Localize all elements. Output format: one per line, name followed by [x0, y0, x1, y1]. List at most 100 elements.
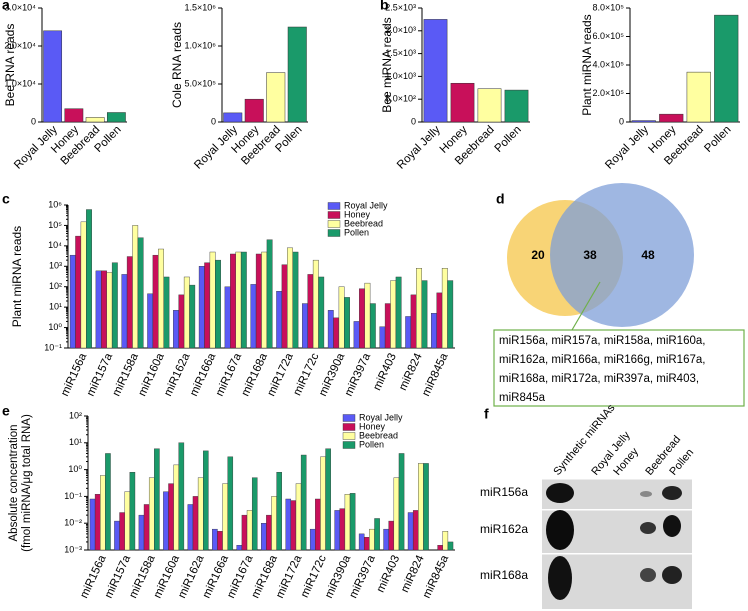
bar [349, 493, 356, 551]
bar [124, 491, 131, 551]
bar [302, 303, 308, 349]
bar [447, 280, 454, 349]
bar [158, 248, 164, 349]
x-tick-label: Pollen [493, 124, 524, 155]
bar [450, 82, 475, 123]
x-tick-label: miR824 [399, 553, 427, 595]
bar [437, 545, 443, 551]
bar [477, 88, 502, 123]
bar [114, 520, 120, 551]
bar [334, 510, 340, 551]
bar [230, 253, 236, 349]
y-axis-label: Cole RNA reads [170, 22, 184, 108]
x-tick-label: Royal Jelly [395, 124, 443, 172]
blot-row-label: miR168a [480, 568, 528, 582]
legend-label: Pollen [344, 227, 369, 237]
bar [325, 448, 331, 551]
y-tick-label: 10¹ [49, 302, 62, 312]
bar [295, 483, 302, 551]
y-axis-label: Bee RNA reads [3, 24, 17, 107]
y-axis-label: Plant miRNA reads [10, 226, 24, 327]
bar [94, 494, 101, 551]
bar [393, 477, 400, 551]
bar [209, 251, 216, 349]
panel-letter: d [496, 191, 505, 207]
y-tick-label: 2.0×10⁴ [4, 40, 36, 50]
panel-letter: a [2, 0, 10, 13]
bar [364, 282, 371, 349]
legend-label: Pollen [359, 439, 384, 449]
blot-image [542, 478, 692, 609]
callout-text: miR162a, miR166a, miR166g, miR167a, [499, 354, 705, 366]
bar [143, 504, 150, 551]
bar [271, 496, 277, 551]
panel-letter: f [484, 406, 489, 422]
bar [333, 317, 340, 349]
y-axis-label: Absolute concentration [8, 425, 20, 542]
bar [359, 288, 365, 349]
bar [384, 303, 391, 349]
bar [383, 528, 389, 551]
bar [235, 251, 242, 349]
bar [318, 276, 325, 349]
x-tick-label: miR824 [397, 351, 425, 393]
callout-text: miR156a, miR157a, miR158a, miR160a, [499, 335, 705, 347]
bar [240, 251, 247, 349]
bar [224, 286, 231, 349]
bar [250, 284, 257, 349]
bar [105, 453, 111, 551]
bar [178, 442, 185, 551]
y-tick-label: 3.0×10⁴ [4, 2, 36, 12]
bar [423, 463, 429, 551]
bar [353, 321, 360, 349]
bar [80, 221, 87, 349]
legend-swatch [342, 432, 356, 440]
y-tick-label: 10² [69, 410, 82, 420]
bar [173, 310, 179, 349]
bar [43, 30, 63, 123]
bar [659, 113, 684, 123]
y-tick-label: 2.0×10⁵ [592, 88, 624, 98]
bar [261, 251, 268, 349]
legend-swatch [342, 414, 356, 422]
y-tick-label: 10⁻¹ [44, 342, 62, 352]
y-tick-label: 5.0×10⁵ [184, 78, 216, 88]
bar [276, 291, 283, 349]
y-tick-label: 0 [619, 116, 624, 126]
y-tick-label: 2.0×10³ [385, 25, 416, 35]
bar [344, 297, 350, 349]
bar [300, 454, 307, 551]
panel-letter: c [2, 191, 10, 207]
callout-text: miR845a [499, 392, 546, 404]
bar [281, 264, 288, 349]
legend-label: Beebread [344, 218, 383, 228]
bar [421, 280, 428, 349]
bar [266, 514, 272, 551]
legend-label: Beebread [359, 430, 398, 440]
bar [203, 450, 209, 551]
bar [504, 89, 529, 123]
bar [255, 253, 262, 349]
y-tick-label: 6.0×10⁵ [592, 31, 624, 41]
legend-swatch [342, 441, 356, 449]
bar [423, 19, 448, 123]
y-axis-label: Plant miRNA reads [580, 14, 594, 115]
legend-label: Honey [359, 421, 386, 431]
y-tick-label: 10⁻³ [64, 544, 82, 554]
bar [418, 463, 424, 551]
bar [244, 98, 264, 123]
y-axis-label: (fmol miRNA/μg total RNA) [21, 414, 33, 552]
y-tick-label: 0 [31, 116, 36, 126]
venn-count: 20 [531, 248, 545, 262]
x-tick-label: miR403 [371, 351, 399, 392]
y-tick-label: 10⁶ [48, 199, 62, 209]
x-tick-label: Pollen [702, 124, 733, 155]
bar [138, 514, 145, 551]
bar [152, 254, 159, 349]
y-tick-label: 10¹ [69, 437, 82, 447]
y-tick-label: 10⁴ [48, 240, 62, 250]
bar [315, 498, 321, 551]
y-tick-label: 1.0×10⁶ [185, 40, 217, 50]
y-tick-label: 1.5×10⁶ [185, 2, 217, 12]
bar [246, 510, 253, 551]
